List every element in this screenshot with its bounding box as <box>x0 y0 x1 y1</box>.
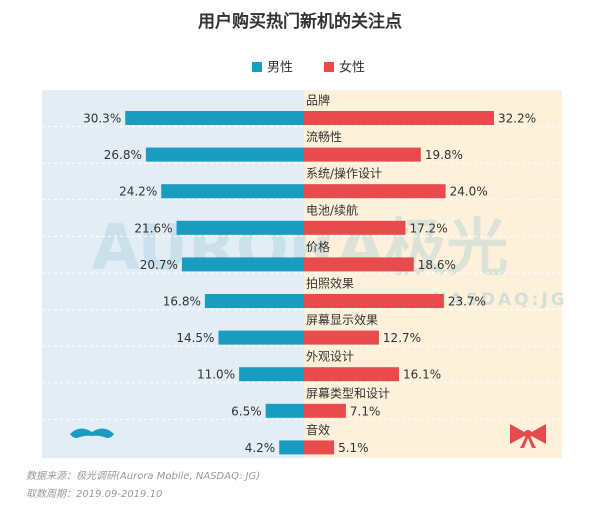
bar <box>304 294 444 308</box>
value-label: 11.0% <box>197 368 235 382</box>
bar <box>304 184 446 199</box>
bar <box>204 294 304 308</box>
bar <box>279 440 304 455</box>
category-label: 价格 <box>306 239 330 254</box>
bar <box>304 440 335 455</box>
value-label: 26.8% <box>104 148 142 162</box>
value-label: 24.2% <box>119 185 157 199</box>
bar <box>145 147 304 162</box>
bar <box>239 367 304 382</box>
category-label: 流畅性 <box>306 130 342 144</box>
category-label: 电池/续航 <box>306 202 358 217</box>
bar <box>218 330 304 345</box>
category-label: 屏幕显示效果 <box>306 312 378 327</box>
value-label: 19.8% <box>425 148 463 162</box>
category-label: 品牌 <box>306 94 330 108</box>
value-label: 30.3% <box>83 112 121 126</box>
bar <box>176 220 304 235</box>
bow-icon <box>510 424 546 448</box>
bar <box>304 147 421 162</box>
category-label: 音效 <box>306 422 330 437</box>
bar <box>265 403 304 418</box>
value-label: 6.5% <box>231 404 262 418</box>
bar <box>161 184 304 199</box>
legend-swatch <box>324 62 334 72</box>
bar <box>304 220 406 235</box>
value-label: 14.5% <box>176 331 214 345</box>
bar <box>304 403 346 418</box>
bar <box>304 111 494 125</box>
value-label: 4.2% <box>245 441 276 455</box>
value-label: 17.2% <box>409 221 447 235</box>
chart-title: 用户购买热门新机的关注点 <box>198 11 402 32</box>
value-label: 20.7% <box>140 258 178 272</box>
category-label: 外观设计 <box>306 350 354 364</box>
legend-label: 女性 <box>339 60 365 76</box>
value-label: 16.1% <box>403 368 441 382</box>
legend-label: 男性 <box>267 61 293 76</box>
value-label: 7.1% <box>350 404 381 418</box>
value-label: 24.0% <box>450 185 488 199</box>
category-label: 屏幕类型和设计 <box>306 386 390 400</box>
value-label: 32.2% <box>498 112 536 126</box>
watermark-sub: NASDAQ:JG <box>432 290 567 310</box>
bar <box>304 257 414 272</box>
period-note: 取数周期：2019.09-2019.10 <box>26 488 162 500</box>
category-label: 系统/操作设计 <box>306 166 382 181</box>
value-label: 21.6% <box>134 221 172 235</box>
value-label: 5.1% <box>338 441 369 455</box>
source-note: 数据来源：极光调研(Aurora Mobile, NASDAQ: JG) <box>26 470 260 482</box>
bar <box>304 367 399 382</box>
value-label: 16.8% <box>163 295 201 309</box>
value-label: 18.6% <box>418 258 456 272</box>
mustache-icon <box>70 428 114 438</box>
legend-swatch <box>252 62 262 72</box>
bar <box>304 330 379 345</box>
bar <box>125 111 304 125</box>
value-label: 23.7% <box>448 295 486 309</box>
value-label: 12.7% <box>383 331 421 345</box>
category-label: 拍照效果 <box>306 276 354 291</box>
bar <box>181 257 304 272</box>
